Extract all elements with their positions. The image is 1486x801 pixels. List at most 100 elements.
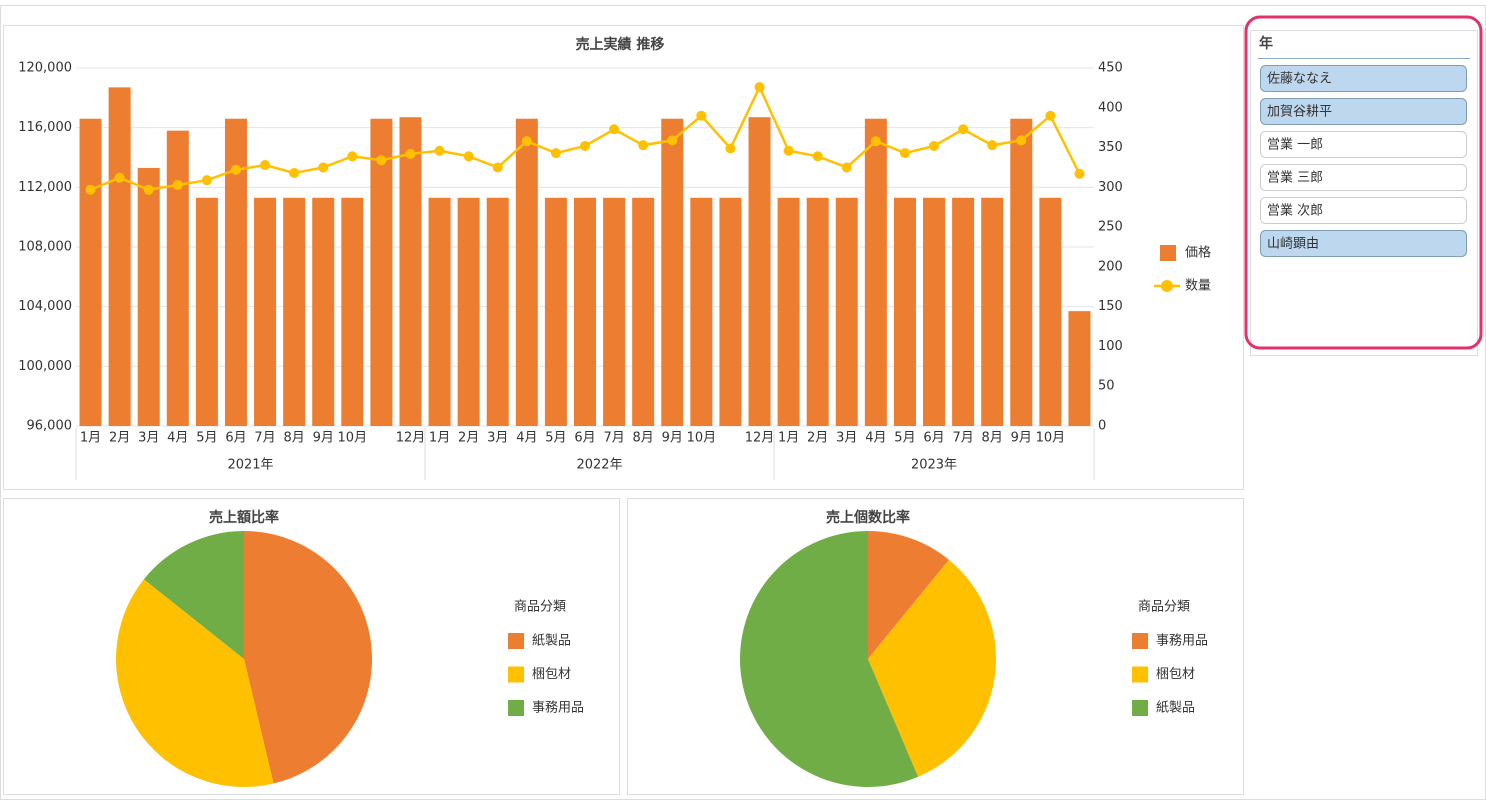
- x-tick-label: 1月: [80, 431, 101, 446]
- x-tick-label: 12月: [745, 431, 775, 446]
- bar: [254, 197, 277, 426]
- bar: [893, 197, 916, 426]
- bar: [952, 197, 975, 426]
- y2-tick-label: 200: [1098, 259, 1123, 274]
- bar: [923, 197, 946, 426]
- bar: [195, 197, 218, 426]
- bar: [166, 130, 189, 426]
- x-tick-label: 9月: [662, 431, 683, 446]
- bar: [137, 167, 160, 427]
- marker: [143, 184, 154, 195]
- legend-label: 事務用品: [1156, 634, 1208, 649]
- x-tick-label: 6月: [225, 431, 246, 446]
- bar: [1039, 197, 1062, 426]
- y2-tick-label: 450: [1098, 61, 1123, 76]
- marker: [260, 160, 271, 171]
- y2-tick-label: 100: [1098, 339, 1123, 354]
- slicer-item-label[interactable]: 加賀谷耕平: [1267, 104, 1332, 120]
- y-tick-label: 116,000: [18, 120, 72, 135]
- bar: [224, 118, 247, 426]
- pie-slice: [868, 531, 949, 659]
- y2-tick-label: 50: [1098, 379, 1115, 394]
- x-tick-label: 10月: [687, 431, 717, 446]
- bar: [748, 117, 771, 426]
- marker: [376, 155, 387, 166]
- bar: [719, 197, 742, 426]
- marker: [172, 179, 183, 190]
- y2-tick-label: 250: [1098, 220, 1123, 235]
- legend-swatch: [508, 666, 524, 683]
- slicer-item-label[interactable]: 営業 三郎: [1267, 170, 1323, 186]
- y-tick-label: 100,000: [18, 359, 72, 374]
- marker: [696, 110, 707, 121]
- marker: [783, 145, 794, 156]
- marker: [899, 148, 910, 159]
- legend-swatch: [1132, 633, 1148, 649]
- bar: [1010, 118, 1033, 426]
- slicer-item[interactable]: [1260, 65, 1467, 92]
- marker: [521, 136, 532, 147]
- slicer-item-label[interactable]: 佐藤ななえ: [1267, 72, 1332, 87]
- bar: [312, 197, 335, 426]
- y2-tick-label: 300: [1098, 180, 1123, 195]
- slicer-item[interactable]: [1260, 98, 1467, 125]
- x-tick-label: 2月: [109, 431, 130, 446]
- marker: [667, 135, 678, 146]
- slicer-item[interactable]: [1260, 197, 1467, 224]
- marker: [754, 82, 765, 93]
- bar: [544, 197, 567, 426]
- marker: [1016, 135, 1027, 146]
- chart-title: 売上実績 推移: [576, 36, 665, 53]
- marker: [1045, 110, 1056, 121]
- x-tick-label: 2月: [458, 431, 479, 446]
- bar: [864, 118, 887, 426]
- legend-swatch: [1132, 700, 1148, 716]
- bar: [661, 118, 684, 426]
- slicer-item-label[interactable]: 営業 次郎: [1267, 203, 1323, 219]
- bar: [777, 197, 800, 426]
- slicer-title: 年: [1259, 35, 1273, 52]
- x-tick-label: 3月: [836, 431, 857, 446]
- slicer-item[interactable]: [1260, 131, 1467, 158]
- marker: [114, 172, 125, 183]
- bar: [574, 197, 596, 426]
- pie-slice: [116, 579, 274, 787]
- slicer-item-label[interactable]: 山崎顕由: [1267, 237, 1319, 252]
- legend-title: 商品分類: [514, 600, 566, 615]
- x-tick-label: 7月: [603, 431, 624, 446]
- highlight: [1244, 15, 1483, 350]
- marker: [958, 124, 969, 135]
- bar: [428, 197, 451, 426]
- pie-slice: [244, 531, 372, 784]
- marker: [289, 168, 300, 179]
- y-tick-label: 104,000: [18, 299, 72, 314]
- bar: [370, 118, 393, 426]
- x-tick-label: 5月: [196, 431, 217, 446]
- y-tick-label: 112,000: [18, 180, 72, 195]
- x-tick-label: 10月: [1036, 431, 1066, 446]
- x-tick-label: 3月: [487, 431, 508, 446]
- legend-swatch: [508, 633, 524, 649]
- marker: [1074, 168, 1085, 179]
- x-tick-label: 7月: [952, 431, 973, 446]
- slicer-item-label[interactable]: 営業 一郎: [1267, 137, 1323, 153]
- marker: [347, 151, 358, 162]
- legend-label: 紙製品: [1156, 701, 1195, 716]
- legend-title: 商品分類: [1138, 600, 1190, 615]
- legend-swatch: [508, 700, 524, 716]
- y2-tick-label: 350: [1098, 140, 1123, 155]
- marker: [580, 140, 590, 151]
- x-tick-label: 4月: [865, 431, 886, 446]
- marker: [609, 124, 620, 135]
- pie-slice: [868, 559, 996, 777]
- x-tick-label: 5月: [894, 431, 915, 446]
- bar: [457, 197, 480, 426]
- x-tick-label: 3月: [138, 431, 159, 446]
- slicer-item[interactable]: [1260, 230, 1467, 257]
- slicer-item[interactable]: [1260, 164, 1467, 191]
- group-label: 2022年: [576, 458, 622, 473]
- bar: [515, 118, 538, 426]
- group-label: 2023年: [911, 458, 957, 473]
- bar: [79, 118, 102, 426]
- x-tick-label: 4月: [167, 431, 188, 446]
